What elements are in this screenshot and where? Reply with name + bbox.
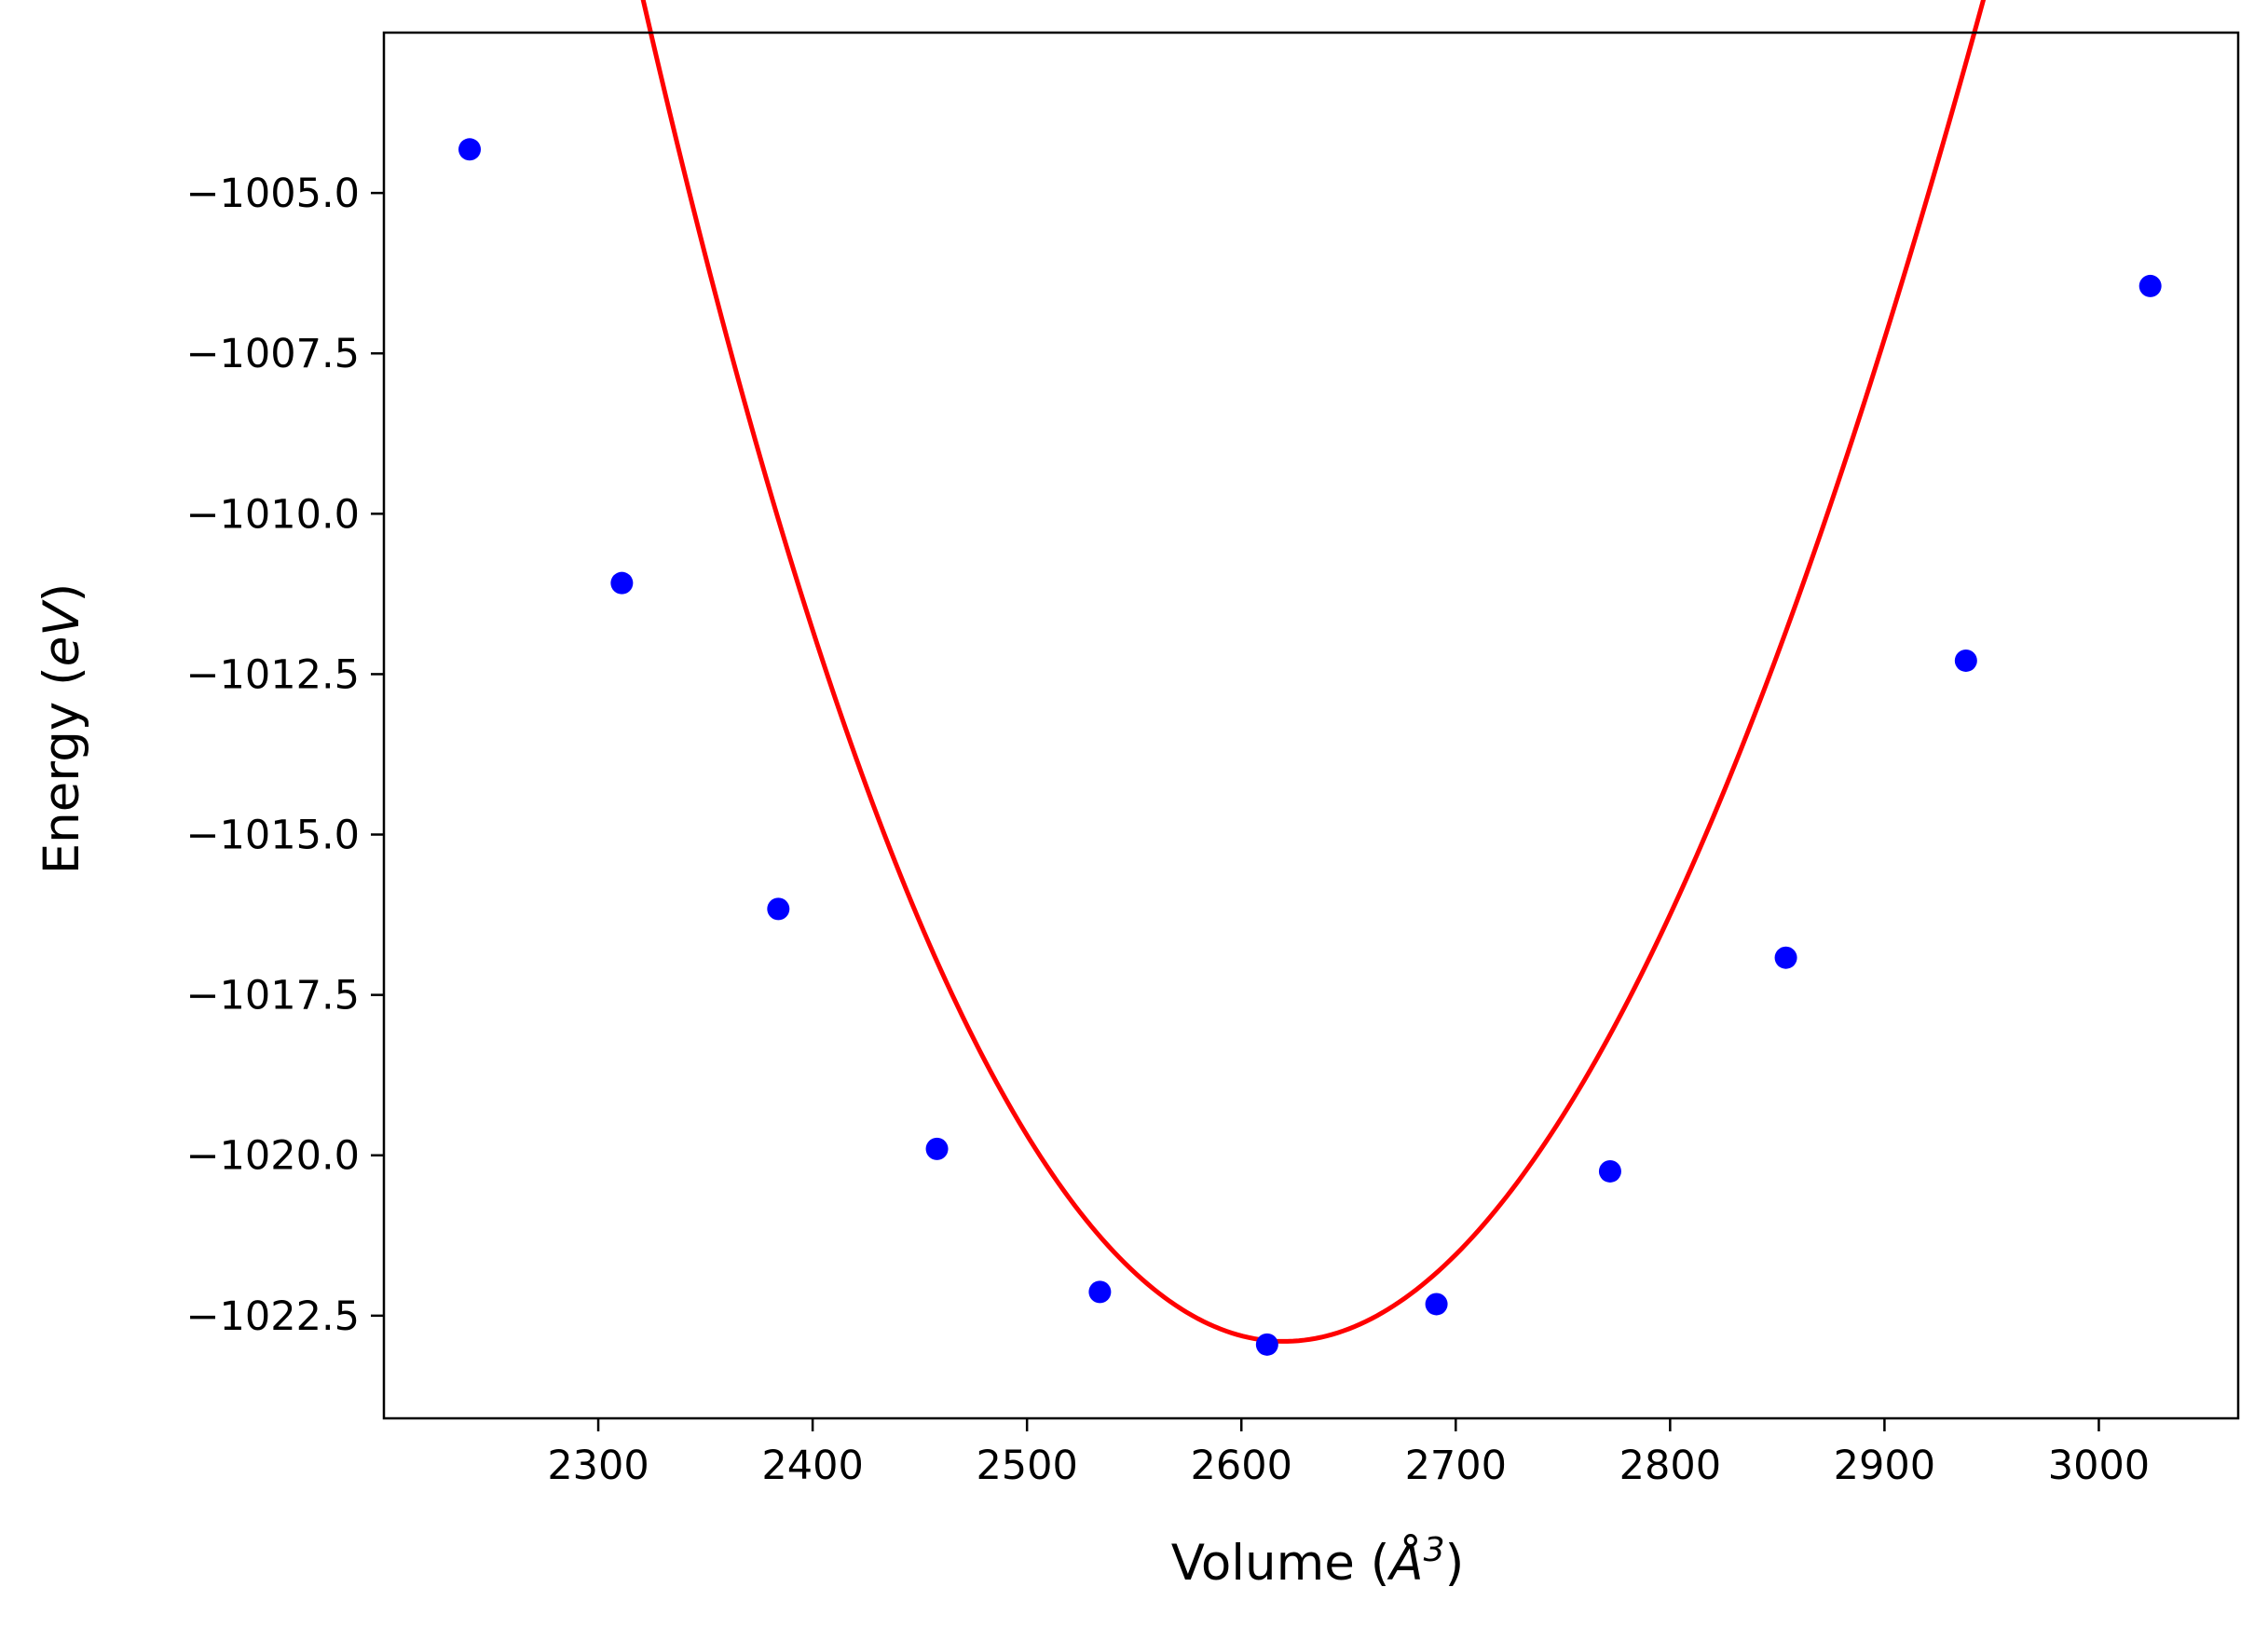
x-tick-label: 2900 [1834,1443,1935,1489]
data-point [767,897,790,921]
data-point [1598,1159,1621,1183]
y-axis-title-text: Energy ( [34,666,90,874]
y-tick-label: −1012.5 [186,651,361,698]
data-point [1774,946,1797,969]
x-tick-label: 2400 [761,1443,863,1489]
x-axis-title-text: Volume ( [1171,1535,1390,1592]
data-point [1425,1293,1448,1316]
y-tick-label: −1020.0 [186,1133,361,1180]
x-axis-title: Volume (Å3) [1171,1531,1465,1592]
x-axis-title-close: ) [1445,1535,1465,1592]
data-point [2138,274,2162,297]
y-tick-label: −1022.5 [186,1293,361,1340]
y-tick-label: −1007.5 [186,331,361,377]
y-axis-title-unit: eV [34,599,90,667]
x-tick-label: 2700 [1405,1443,1507,1489]
y-tick-label: −1015.0 [186,813,361,859]
x-axis-title-symbol: Å [1387,1532,1423,1592]
y-tick-label: −1005.0 [186,171,361,217]
y-tick-label: −1017.5 [186,973,361,1019]
data-point [610,571,634,595]
data-point [1255,1333,1278,1356]
x-axis-title-exponent: 3 [1424,1531,1445,1569]
x-tick-label: 3000 [2048,1443,2150,1489]
fit-curve-line [640,0,1987,1344]
data-points [458,138,2162,1356]
x-tick-label: 2500 [976,1443,1077,1489]
y-tick-label: −1010.0 [186,491,361,538]
x-tick-label: 2800 [1619,1443,1721,1489]
data-point [1954,649,1977,672]
plot-area [458,0,2162,1356]
y-axis-title-close: ) [34,583,90,603]
x-tick-label: 2300 [547,1443,649,1489]
x-axis-ticks: 2300 2400 2500 2600 2700 2800 2900 3000 [547,1418,2150,1489]
axes-frame [382,31,2240,1420]
y-axis-ticks: −1005.0 −1007.5 −1010.0 −1012.5 −1015.0 −1017… [186,171,384,1340]
data-point [1088,1280,1112,1304]
data-point [925,1137,949,1160]
x-tick-label: 2600 [1191,1443,1292,1489]
y-axis-title: Energy (eV) [34,583,90,875]
data-point [458,138,482,161]
